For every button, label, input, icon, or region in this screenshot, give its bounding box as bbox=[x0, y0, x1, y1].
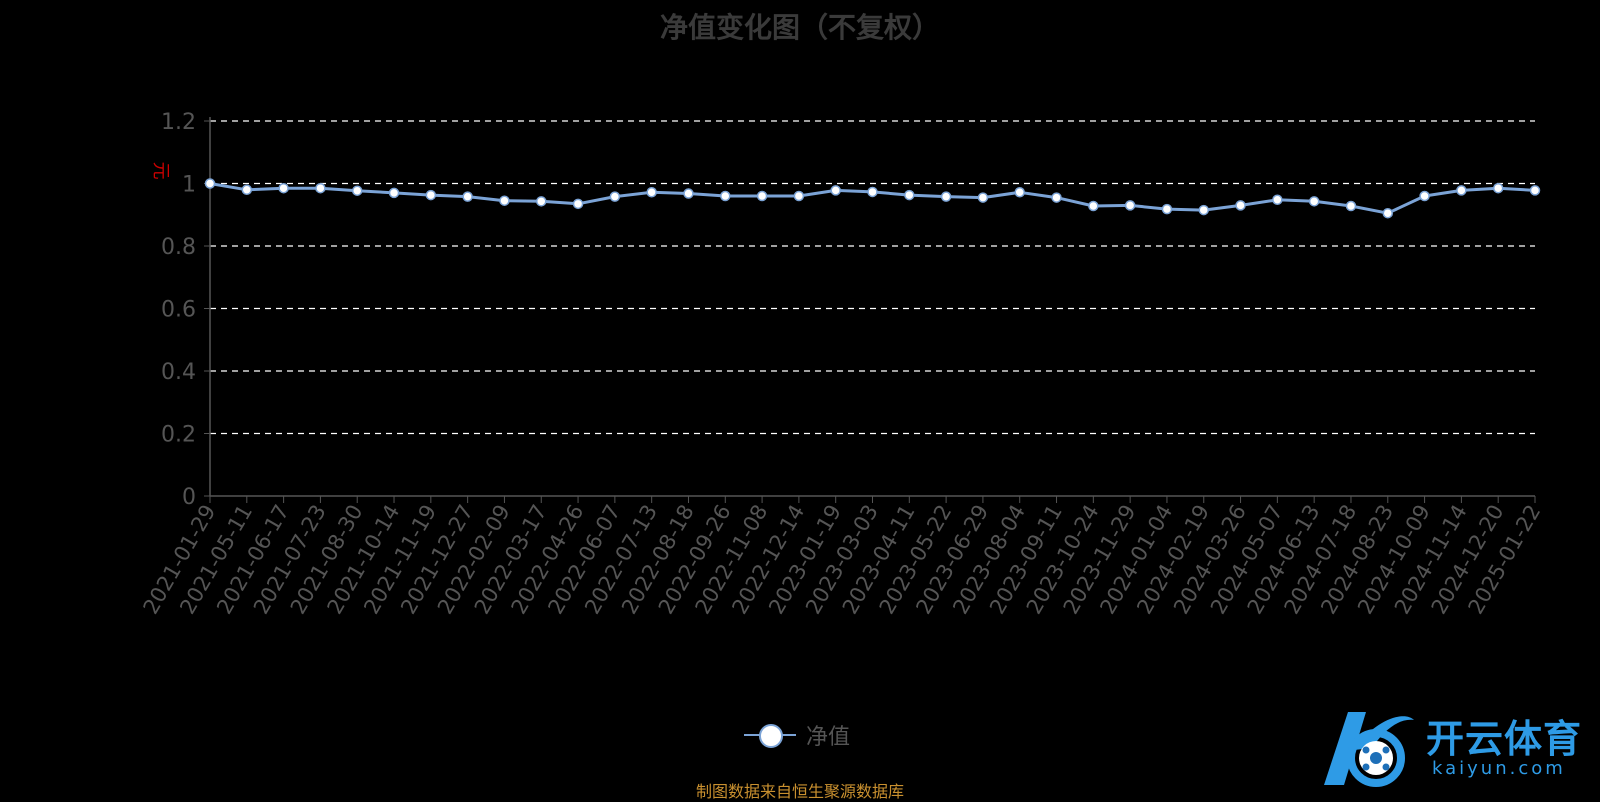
data-point bbox=[1492, 182, 1504, 194]
chart-title: 净值变化图（不复权） bbox=[659, 11, 940, 44]
data-point bbox=[867, 186, 878, 198]
legend-symbol bbox=[744, 720, 796, 750]
y-tick-label: 0.2 bbox=[161, 423, 196, 448]
data-point bbox=[904, 189, 915, 201]
data-point bbox=[830, 185, 841, 196]
data-point bbox=[204, 178, 216, 189]
data-point bbox=[1345, 200, 1357, 212]
data-point bbox=[940, 191, 952, 202]
data-point bbox=[536, 196, 547, 207]
data-point bbox=[1051, 192, 1062, 203]
data-point bbox=[425, 189, 437, 201]
data-point bbox=[1161, 203, 1173, 215]
legend[interactable]: 净值 bbox=[744, 720, 850, 750]
data-point bbox=[977, 192, 989, 203]
watermark-domain: kaiyun.com bbox=[1432, 758, 1566, 779]
data-point bbox=[315, 182, 326, 194]
data-point bbox=[499, 195, 510, 206]
data-point bbox=[1235, 200, 1246, 211]
y-tick-label: 0.8 bbox=[161, 235, 196, 260]
data-point bbox=[756, 190, 768, 202]
data-point bbox=[1124, 200, 1136, 211]
watermark-brand: 开云体育 bbox=[1426, 717, 1583, 761]
y-tick-label: 1 bbox=[182, 173, 196, 198]
y-tick-label: 0.4 bbox=[161, 360, 196, 385]
data-point bbox=[1419, 190, 1430, 202]
brand-watermark: 开云体育 kaiyun.com bbox=[1314, 700, 1594, 790]
data-point bbox=[609, 191, 621, 202]
data-point bbox=[1198, 204, 1209, 216]
data-point bbox=[351, 185, 363, 196]
data-point bbox=[1382, 207, 1394, 219]
data-point bbox=[1456, 185, 1467, 196]
source-note: 制图数据来自恒生聚源数据库 bbox=[695, 782, 904, 801]
data-point bbox=[646, 187, 657, 198]
data-point bbox=[1272, 194, 1283, 205]
data-point bbox=[241, 184, 253, 195]
data-point bbox=[388, 187, 400, 199]
data-point bbox=[1529, 185, 1541, 196]
data-point bbox=[462, 191, 473, 202]
kaiyun-logo-icon bbox=[1324, 712, 1414, 787]
data-point bbox=[720, 190, 731, 202]
data-point bbox=[1014, 187, 1025, 198]
y-tick-label: 1.2 bbox=[161, 110, 196, 135]
data-point bbox=[1088, 200, 1099, 212]
data-point bbox=[683, 188, 694, 199]
y-tick-label: 0.6 bbox=[161, 298, 196, 323]
data-point bbox=[793, 190, 805, 202]
legend-label: 净值 bbox=[806, 725, 851, 750]
data-point bbox=[1308, 196, 1320, 207]
data-point bbox=[278, 182, 289, 194]
y-axis-unit: 元 bbox=[150, 162, 171, 180]
y-tick-label: 0 bbox=[182, 485, 196, 510]
data-point bbox=[572, 198, 584, 210]
